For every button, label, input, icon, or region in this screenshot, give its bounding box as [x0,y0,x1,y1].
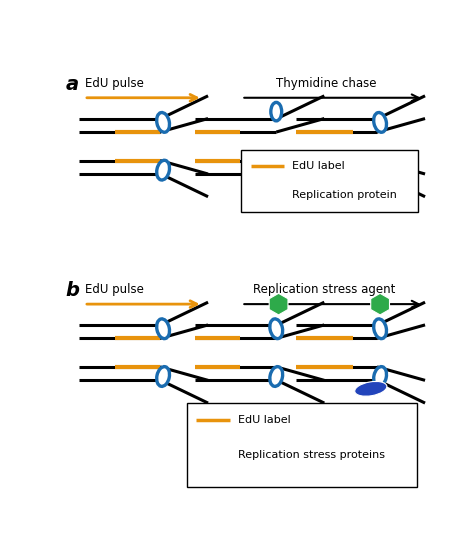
Text: EdU label: EdU label [292,161,345,171]
FancyBboxPatch shape [241,150,418,211]
Polygon shape [193,451,209,470]
Ellipse shape [271,172,282,190]
Text: EdU pulse: EdU pulse [85,77,144,90]
Ellipse shape [270,367,283,386]
Text: EdU pulse: EdU pulse [85,283,144,296]
Polygon shape [207,461,224,476]
FancyBboxPatch shape [187,403,417,487]
Text: a: a [65,75,79,94]
Ellipse shape [157,160,170,180]
Ellipse shape [270,319,283,339]
Ellipse shape [157,319,170,339]
Polygon shape [374,406,393,421]
Text: EdU label: EdU label [237,415,290,425]
Text: Replication stress proteins: Replication stress proteins [237,450,384,460]
Text: Replication protein: Replication protein [292,190,397,200]
Ellipse shape [271,102,282,121]
Text: b: b [65,281,80,300]
Ellipse shape [157,113,170,132]
Ellipse shape [157,367,170,386]
Ellipse shape [374,113,386,132]
Ellipse shape [201,445,233,459]
Text: Replication stress agent: Replication stress agent [253,283,395,296]
Polygon shape [371,294,390,315]
Polygon shape [269,294,288,315]
Ellipse shape [374,319,386,339]
Text: Thymidine chase: Thymidine chase [276,77,377,90]
Ellipse shape [355,382,387,396]
Ellipse shape [374,160,386,180]
Ellipse shape [374,367,386,386]
Ellipse shape [257,186,268,204]
